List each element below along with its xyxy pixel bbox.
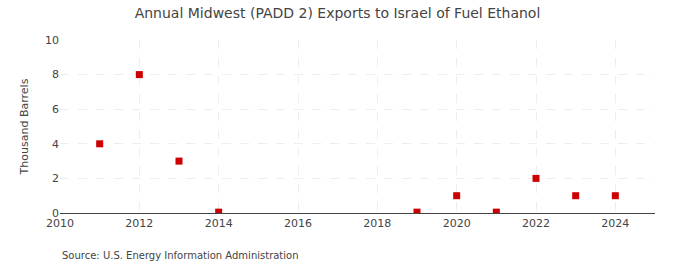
svg-text:2014: 2014: [205, 217, 233, 230]
svg-text:10: 10: [45, 34, 59, 47]
svg-text:4: 4: [52, 138, 59, 151]
svg-text:2010: 2010: [46, 217, 74, 230]
svg-text:2018: 2018: [363, 217, 391, 230]
svg-text:2012: 2012: [125, 217, 153, 230]
svg-text:Annual Midwest (PADD 2) Export: Annual Midwest (PADD 2) Exports to Israe…: [135, 5, 541, 21]
svg-text:0: 0: [52, 207, 59, 220]
svg-text:Source: U.S. Energy Informatio: Source: U.S. Energy Information Administ…: [62, 250, 299, 261]
svg-text:2: 2: [52, 172, 59, 185]
svg-text:2024: 2024: [601, 217, 629, 230]
svg-text:6: 6: [52, 103, 59, 116]
svg-text:Thousand Barrels: Thousand Barrels: [18, 78, 31, 175]
svg-text:8: 8: [52, 68, 59, 81]
svg-text:2020: 2020: [443, 217, 471, 230]
svg-text:2016: 2016: [284, 217, 312, 230]
svg-text:2022: 2022: [522, 217, 550, 230]
